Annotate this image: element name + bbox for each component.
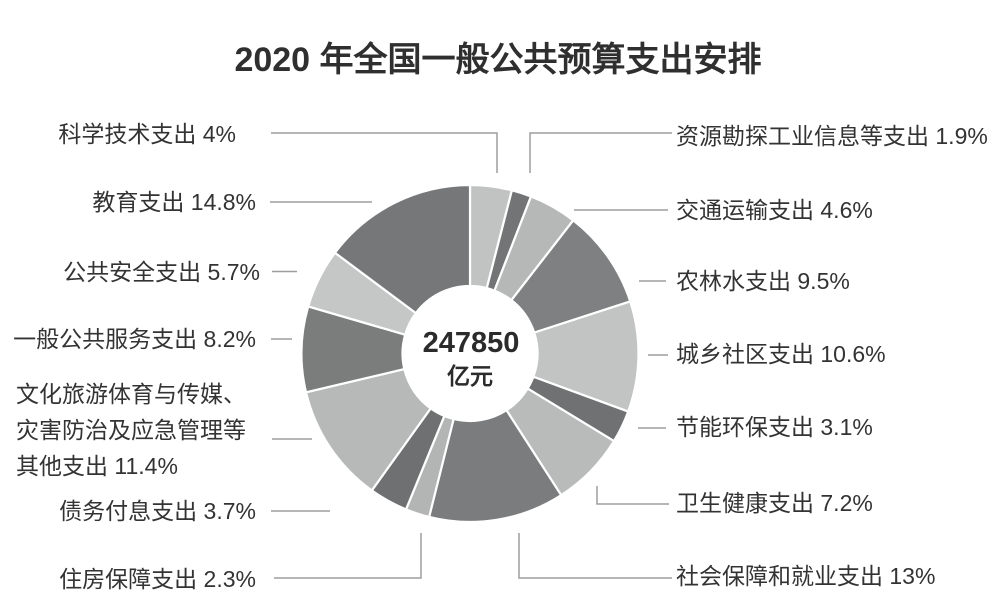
svg-text:247850: 247850 (423, 327, 520, 359)
svg-text:2020 年全国一般公共预算支出安排: 2020 年全国一般公共预算支出安排 (234, 40, 761, 79)
svg-text:灾害防治及应急管理等: 灾害防治及应急管理等 (16, 417, 246, 443)
svg-text:卫生健康支出 7.2%: 卫生健康支出 7.2% (676, 490, 873, 516)
svg-text:债务付息支出 3.7%: 债务付息支出 3.7% (59, 498, 256, 524)
svg-text:其他支出 11.4%: 其他支出 11.4% (16, 453, 178, 479)
svg-text:一般公共服务支出 8.2%: 一般公共服务支出 8.2% (13, 326, 256, 352)
svg-text:科学技术支出 4%: 科学技术支出 4% (58, 121, 236, 147)
svg-text:教育支出 14.8%: 教育支出 14.8% (92, 189, 256, 215)
svg-text:资源勘探工业信息等支出 1.9%: 资源勘探工业信息等支出 1.9% (676, 123, 988, 149)
svg-text:交通运输支出 4.6%: 交通运输支出 4.6% (676, 197, 873, 223)
svg-text:住房保障支出 2.3%: 住房保障支出 2.3% (59, 566, 256, 592)
svg-text:亿元: 亿元 (447, 363, 493, 389)
svg-text:农林水支出 9.5%: 农林水支出 9.5% (676, 268, 850, 294)
svg-text:社会保障和就业支出 13%: 社会保障和就业支出 13% (676, 563, 935, 589)
svg-text:公共安全支出 5.7%: 公共安全支出 5.7% (63, 259, 260, 285)
svg-text:文化旅游体育与传媒、: 文化旅游体育与传媒、 (16, 381, 246, 407)
svg-text:城乡社区支出 10.6%: 城乡社区支出 10.6% (676, 341, 886, 367)
svg-text:节能环保支出 3.1%: 节能环保支出 3.1% (676, 414, 873, 440)
